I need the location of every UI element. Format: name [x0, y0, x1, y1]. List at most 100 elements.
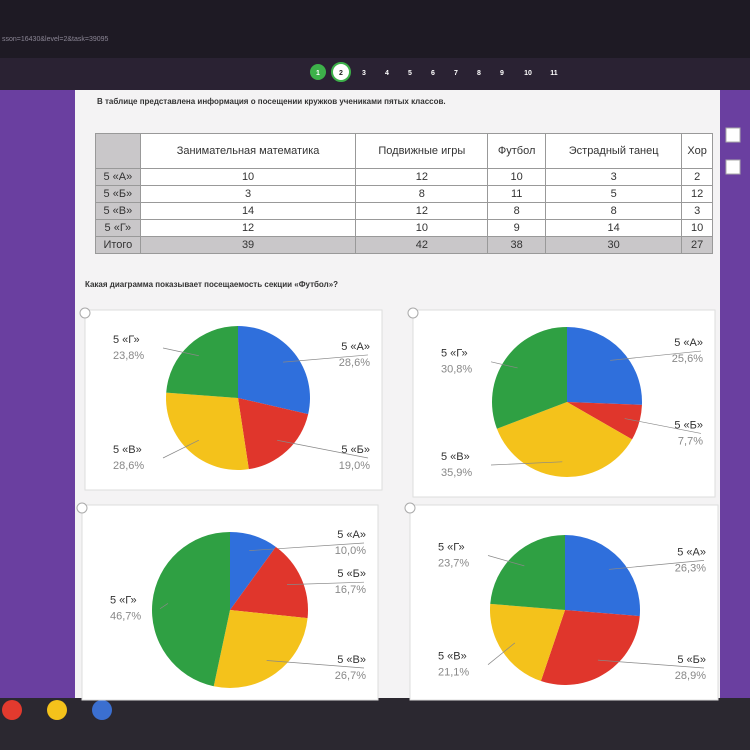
step-number[interactable]: 1 [316, 70, 320, 77]
step-done [310, 64, 326, 80]
step-number[interactable]: 10 [524, 70, 532, 77]
leader-line [162, 347, 199, 357]
slice-value: 28,6% [113, 460, 144, 472]
step-number[interactable]: 8 [477, 70, 481, 77]
row-label: 5 «Г» [95, 219, 141, 237]
pie-slice [166, 326, 238, 398]
table-cell: 10 [139, 168, 357, 186]
table-row: Итого 39 42 38 30 27 [95, 236, 713, 254]
table-cell: 27 [681, 236, 713, 254]
step-number[interactable]: 2 [339, 70, 343, 77]
side-icon [725, 127, 741, 143]
step-number[interactable]: 6 [431, 70, 435, 77]
leader-line [624, 418, 702, 434]
pie-slice [540, 610, 640, 685]
step-number[interactable]: 7 [454, 70, 458, 77]
slice-label: 5 «Б» [337, 568, 366, 580]
slice-label: 5 «В» [438, 651, 467, 663]
step-number[interactable]: 3 [362, 70, 366, 77]
leader-line [162, 439, 199, 459]
slice-label: 5 «В» [441, 451, 470, 463]
side-icon [725, 159, 741, 175]
leader-line [283, 354, 369, 363]
pie-slice [238, 326, 310, 415]
table-cell: 30 [545, 236, 683, 254]
row-label: 5 «Б» [95, 185, 141, 203]
data-table: Занимательная математика Подвижные игры Фу… [95, 133, 713, 254]
slice-label: 5 «Б» [674, 419, 703, 431]
radio-button[interactable] [76, 502, 88, 514]
radio-button[interactable] [407, 307, 419, 319]
step-current [331, 62, 351, 82]
slice-value: 25,6% [672, 353, 703, 365]
pie-slice [491, 327, 567, 429]
table-row: 5 «В» 14 12 8 8 3 [95, 202, 713, 220]
leader-line [249, 542, 365, 551]
slice-value: 23,7% [438, 557, 469, 569]
table-cell: 39 [139, 236, 357, 254]
leader-line [277, 439, 369, 459]
step-number[interactable]: 4 [385, 70, 389, 77]
slice-value: 35,9% [441, 467, 472, 479]
pie-slice [230, 532, 276, 610]
column-header: Подвижные игры [355, 133, 489, 169]
column-header: Занимательная математика [139, 133, 357, 169]
table-row: 5 «Б» 3 8 11 5 12 [95, 185, 713, 203]
slice-label: 5 «Б» [341, 444, 370, 456]
taskbar [0, 698, 750, 750]
leader-line [610, 350, 702, 361]
row-label: Итого [95, 236, 141, 254]
slice-label: 5 «Г» [113, 334, 140, 346]
slice-value: 10,0% [335, 545, 366, 557]
pie-slice [567, 327, 642, 405]
pie-slice [567, 402, 642, 440]
table-cell: 8 [355, 185, 489, 203]
table-cell: 12 [355, 202, 489, 220]
pie-slice [151, 532, 230, 687]
slice-label: 5 «В» [113, 444, 142, 456]
table-cell: 5 [545, 185, 683, 203]
pie-slice [565, 535, 640, 617]
column-header: Хор [681, 133, 713, 169]
pie-slice [496, 402, 633, 477]
table-cell: 11 [487, 185, 547, 203]
slice-label: 5 «А» [674, 337, 703, 349]
leader-line [487, 555, 525, 567]
table-cell: 12 [681, 185, 713, 203]
slice-value: 30,8% [441, 364, 472, 376]
slice-value: 26,3% [675, 562, 706, 574]
slice-value: 23,8% [113, 350, 144, 362]
pie-slice [166, 392, 249, 470]
leader-line [286, 581, 365, 585]
column-header: Эстрадный танец [545, 133, 683, 169]
taskbar-icon [47, 700, 67, 720]
slice-value: 28,9% [675, 670, 706, 682]
pie-slice [238, 398, 309, 470]
slice-value: 46,7% [110, 611, 141, 623]
leader-line [609, 560, 705, 570]
slice-label: 5 «Г» [438, 541, 465, 553]
table-row: 5 «Г» 12 10 9 14 10 [95, 219, 713, 237]
leader-line [266, 660, 365, 669]
question: Какая диаграмма показывает посещаемость … [85, 280, 339, 289]
slice-label: 5 «Г» [441, 348, 468, 360]
table-cell: 14 [139, 202, 357, 220]
slice-label: 5 «А» [677, 546, 706, 558]
leader-line [490, 461, 563, 466]
leader-line [490, 361, 518, 369]
step-number[interactable]: 11 [550, 70, 558, 77]
intro-text: В таблице представлена информация о посе… [97, 97, 446, 106]
radio-button[interactable] [79, 307, 91, 319]
pie-slice [490, 535, 565, 610]
step-number[interactable]: 9 [500, 70, 504, 77]
taskbar-icon [2, 700, 22, 720]
step-number[interactable]: 5 [408, 70, 412, 77]
slice-value: 7,7% [678, 435, 703, 447]
slice-value: 26,7% [335, 670, 366, 682]
pie-slice [230, 546, 308, 619]
radio-button[interactable] [404, 502, 416, 514]
pie-slice [490, 603, 565, 682]
pie-slice [213, 610, 308, 688]
slice-value: 19,0% [339, 460, 370, 472]
